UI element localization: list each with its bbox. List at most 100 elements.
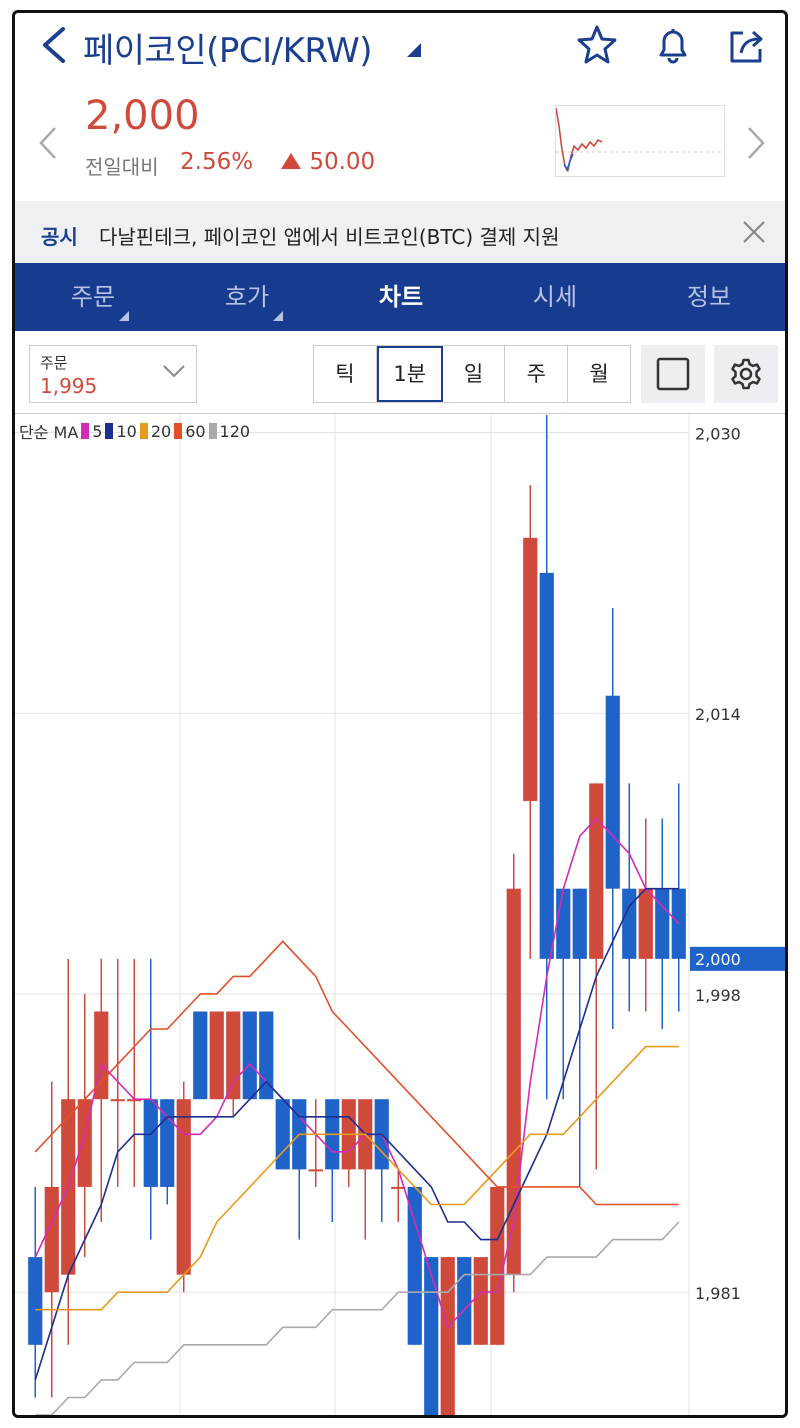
ma60-label: 60 — [185, 421, 206, 441]
candle-body — [391, 1186, 406, 1189]
candle-body — [127, 1099, 142, 1102]
square-icon — [656, 357, 690, 391]
candle-body — [539, 572, 554, 959]
candle-body — [209, 1011, 224, 1100]
change-label: 전일대비 — [85, 155, 159, 179]
chart-top-divider — [15, 413, 785, 414]
candle-body — [308, 1169, 323, 1172]
y-axis-tick-label: 1,981 — [695, 1284, 741, 1303]
ma10-label: 10 — [116, 421, 137, 441]
candle-body — [556, 888, 571, 959]
dropdown-corner-icon — [273, 311, 283, 321]
candle-body — [407, 1186, 422, 1345]
tab-quotes[interactable]: 시세 — [485, 263, 625, 331]
candle-body — [457, 1257, 472, 1345]
change-percent: 2.56% — [180, 149, 254, 175]
next-arrow-icon[interactable] — [745, 125, 767, 161]
back-button[interactable] — [37, 25, 73, 65]
order-price-select[interactable]: 주문 1,995 — [29, 345, 197, 403]
y-axis-tick-label: 2,030 — [695, 425, 741, 444]
chevron-down-icon — [163, 365, 185, 378]
period-month[interactable]: 월 — [589, 362, 609, 386]
share-icon — [730, 30, 763, 63]
period-day[interactable]: 일 — [443, 346, 506, 402]
ma10-swatch — [105, 423, 114, 439]
gear-icon — [731, 358, 761, 390]
candle-body — [275, 1099, 290, 1170]
dropdown-corner-icon — [119, 311, 129, 321]
share-button[interactable] — [725, 23, 769, 67]
candle-body — [242, 1011, 257, 1100]
disclosure-banner[interactable]: 공시 다날핀테크, 페이코인 앱에서 비트코인(BTC) 결제 지원 — [15, 201, 785, 263]
chart-settings-button[interactable] — [714, 345, 778, 403]
candle-body — [440, 1257, 455, 1415]
ma-20-line — [35, 1045, 679, 1311]
tab-chart-label: 차트 — [378, 283, 424, 311]
tab-orderbook[interactable]: 호가 — [177, 263, 317, 331]
y-axis-tick-label: 2,014 — [695, 705, 741, 724]
current-price-tag-label: 2,000 — [695, 950, 741, 969]
change-amount-value: 50.00 — [309, 149, 376, 175]
ma60-swatch — [174, 423, 183, 439]
favorite-button[interactable] — [575, 23, 619, 67]
tab-info-label: 정보 — [686, 283, 732, 311]
up-triangle-icon — [281, 153, 301, 169]
page-title[interactable]: 페이코인(PCI/KRW) — [83, 31, 373, 71]
disclosure-text[interactable]: 다날핀테크, 페이코인 앱에서 비트코인(BTC) 결제 지원 — [99, 225, 560, 249]
tab-order-label: 주문 — [70, 283, 116, 311]
ma20-swatch — [139, 423, 148, 439]
tab-orderbook-label: 호가 — [224, 283, 270, 311]
tab-info[interactable]: 정보 — [639, 263, 779, 331]
alert-button[interactable] — [651, 23, 695, 67]
ma-5-line — [34, 817, 680, 1329]
tab-order[interactable]: 주문 — [23, 263, 163, 331]
candle-body — [622, 888, 637, 959]
bell-icon — [659, 29, 687, 64]
period-1min[interactable]: 1분 — [376, 346, 443, 402]
y-axis-tick-label: 1,998 — [695, 986, 741, 1005]
candle-body — [44, 1186, 59, 1293]
candle-body — [572, 888, 587, 959]
ma-10-line — [34, 887, 679, 1381]
current-price-tag — [690, 946, 785, 971]
ma5-swatch — [81, 423, 90, 439]
mini-chart — [555, 105, 725, 177]
previous-arrow-icon[interactable] — [37, 125, 59, 161]
candle-body — [655, 888, 670, 959]
candle-body — [490, 1186, 505, 1345]
candle-body — [605, 695, 620, 889]
candlestick-chart[interactable]: 2,030 2,014 1,998 1,981 2,000 — [15, 415, 788, 1418]
period-selector: 틱 1분 일 주 월 — [313, 345, 631, 403]
candle-body — [638, 888, 653, 959]
tab-chart[interactable]: 차트 — [331, 263, 471, 331]
caret-down-icon[interactable] — [407, 43, 421, 57]
ma120-swatch — [208, 423, 217, 439]
candle-body — [176, 1099, 191, 1275]
candle-body — [589, 783, 604, 959]
order-select-value: 1,995 — [40, 374, 98, 398]
ma120-label: 120 — [219, 421, 251, 441]
fullscreen-button[interactable] — [641, 345, 705, 403]
ma-60-line — [34, 940, 679, 1206]
order-select-label: 주문 — [40, 354, 68, 372]
period-week[interactable]: 주 — [505, 346, 569, 402]
star-icon — [577, 25, 617, 64]
tab-quotes-label: 시세 — [532, 283, 578, 311]
candle-body — [193, 1011, 208, 1100]
app-frame: 페이코인(PCI/KRW) 2,000 전일대비 — [12, 10, 788, 1418]
candle-body — [143, 1099, 158, 1187]
current-price: 2,000 — [85, 93, 200, 139]
ma5-label: 5 — [92, 421, 103, 441]
ma-120-line — [35, 1221, 680, 1415]
back-icon — [43, 27, 65, 63]
period-tick[interactable]: 틱 — [314, 346, 377, 402]
header: 페이코인(PCI/KRW) — [15, 13, 785, 83]
candle-body — [506, 888, 521, 1275]
ma-legend: 단순 MA 5 10 20 60 120 — [19, 419, 250, 443]
close-icon[interactable] — [739, 217, 769, 247]
change-amount: 50.00 — [280, 149, 375, 175]
disclosure-tag: 공시 — [41, 225, 78, 249]
candle-body — [424, 1257, 439, 1415]
candle-body — [110, 1099, 125, 1102]
candle-body — [523, 537, 538, 801]
